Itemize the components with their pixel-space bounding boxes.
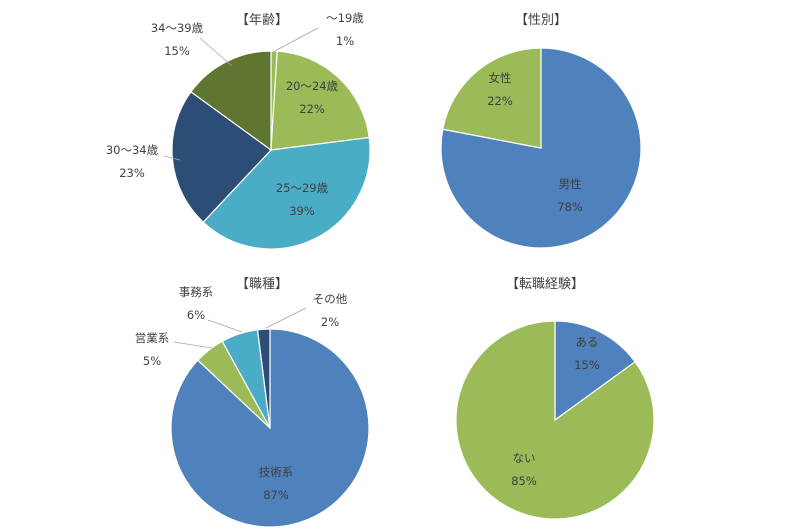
slice-value: 15% [574, 358, 600, 372]
slice-value: 15% [164, 44, 190, 58]
slice-label: 技術系 [259, 465, 294, 479]
slice-value: 39% [289, 204, 315, 218]
slice-label: 女性 [489, 71, 512, 85]
slice-label: 34～39歳 [151, 21, 204, 35]
chart-title: 【性別】 [515, 13, 567, 28]
slice-value: 87% [263, 488, 289, 502]
pie-slice [190, 50, 272, 152]
chart-title: 【職種】 [236, 276, 288, 292]
slice-value: 22% [299, 102, 325, 116]
slice-label: 20～24歳 [286, 79, 339, 93]
pie-slice [256, 328, 271, 429]
pie-slice [455, 320, 655, 520]
leader-line [265, 307, 307, 329]
leader-line [199, 37, 233, 67]
leader-line [207, 319, 243, 333]
slice-label: ない [513, 451, 536, 465]
pie-slice [202, 136, 371, 250]
slice-value: 5% [143, 354, 161, 368]
slice-label: 30～34歳 [106, 143, 159, 157]
pie-chart-3: 【職種】技術系 87% 営業系 5% 事務系 6% その他 2% [135, 276, 370, 528]
slice-label: ～19歳 [326, 11, 364, 25]
slice-value: 85% [511, 474, 537, 488]
leader-line [163, 155, 181, 161]
pie-chart-1: 【年齢】 ～19歳 1% 20～24歳 22% 25～29歳 39% 30～34歳 23% 34～… [106, 11, 371, 250]
pie-slice [171, 90, 272, 224]
slice-label: 25～29歳 [276, 181, 329, 195]
chart-title: 【年齢】 [236, 13, 288, 28]
slice-value: 6% [187, 308, 205, 322]
pie-slice [270, 50, 370, 151]
pie-chart-2: 【性別】男性 78% 女性 22% [440, 13, 642, 249]
slice-value: 1% [336, 34, 354, 48]
chart-title: 【転職経験】 [506, 277, 584, 292]
leader-line [272, 27, 319, 53]
slice-label: 男性 [559, 177, 582, 191]
slice-value: 23% [119, 166, 145, 180]
slice-label: 事務系 [179, 285, 214, 299]
slice-label: ある [576, 335, 599, 349]
slice-label: その他 [313, 292, 348, 306]
slice-label: 営業系 [135, 331, 170, 345]
pie-slice [170, 328, 370, 528]
leader-line [173, 341, 213, 349]
pie-chart-4: 【転職経験】ある 15% ない 85% [455, 277, 655, 520]
slice-value: 22% [487, 94, 513, 108]
slice-value: 2% [321, 315, 339, 329]
pie-slice [442, 47, 542, 149]
slice-value: 78% [557, 200, 583, 214]
pie-slice [554, 320, 636, 422]
